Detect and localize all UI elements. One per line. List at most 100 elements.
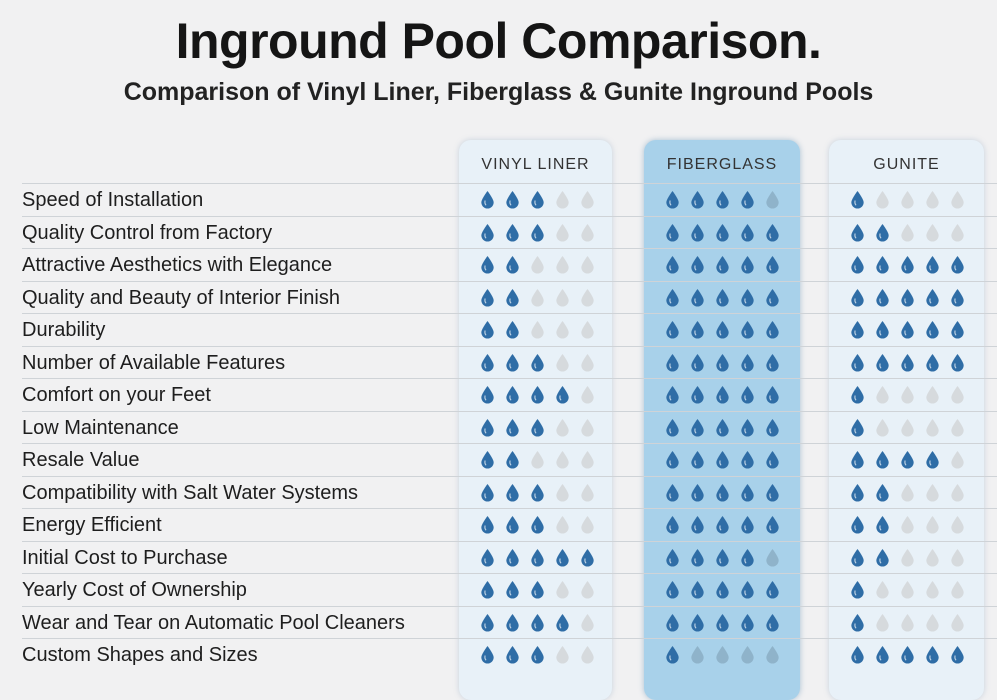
water-drop-filled-icon (895, 321, 920, 341)
water-drop-filled-icon (710, 353, 735, 374)
water-drop-filled-icon (525, 613, 550, 634)
table-row: Speed of Installation (22, 183, 997, 216)
water-drop-filled-icon (500, 483, 525, 504)
water-drop-empty-icon (760, 191, 785, 211)
water-drop-empty-icon (920, 223, 945, 244)
water-drop-filled-icon (475, 613, 500, 634)
water-drop-filled-icon (525, 386, 550, 406)
water-drop-filled-icon (845, 418, 870, 439)
row-label: Compatibility with Salt Water Systems (22, 481, 359, 504)
water-drop-filled-icon (500, 191, 525, 211)
water-drop-filled-icon (735, 353, 760, 374)
water-drop-filled-icon (550, 613, 575, 634)
row-label: Quality Control from Factory (22, 221, 273, 244)
water-drop-empty-icon (895, 516, 920, 536)
water-drop-empty-icon (550, 483, 575, 504)
water-drop-filled-icon (760, 288, 785, 309)
water-drop-filled-icon (870, 353, 895, 374)
water-drop-filled-icon (920, 256, 945, 276)
water-drop-empty-icon (550, 581, 575, 601)
water-drop-filled-icon (945, 321, 970, 341)
water-drop-empty-icon (920, 191, 945, 211)
water-drop-empty-icon (920, 613, 945, 634)
water-drop-filled-icon (735, 548, 760, 569)
water-drop-empty-icon (575, 353, 600, 374)
water-drop-empty-icon (575, 646, 600, 666)
water-drop-filled-icon (870, 483, 895, 504)
water-drop-filled-icon (760, 256, 785, 276)
rating-vinyl-liner (475, 418, 600, 439)
water-drop-empty-icon (920, 581, 945, 601)
rating-fiberglass (660, 288, 785, 309)
water-drop-filled-icon (845, 321, 870, 341)
water-drop-filled-icon (845, 451, 870, 471)
water-drop-empty-icon (895, 223, 920, 244)
water-drop-empty-icon (550, 353, 575, 374)
water-drop-filled-icon (845, 548, 870, 569)
water-drop-filled-icon (760, 353, 785, 374)
water-drop-filled-icon (575, 548, 600, 569)
rating-gunite (845, 548, 970, 569)
water-drop-filled-icon (845, 191, 870, 211)
water-drop-filled-icon (525, 483, 550, 504)
column-header-fiberglass: FIBERGLASS (666, 156, 778, 173)
water-drop-filled-icon (920, 288, 945, 309)
water-drop-empty-icon (575, 581, 600, 601)
water-drop-empty-icon (895, 191, 920, 211)
water-drop-filled-icon (475, 418, 500, 439)
row-label: Custom Shapes and Sizes (22, 644, 258, 666)
rating-gunite (845, 483, 970, 504)
water-drop-filled-icon (660, 483, 685, 504)
water-drop-filled-icon (685, 223, 710, 244)
rating-fiberglass (660, 353, 785, 374)
water-drop-filled-icon (845, 256, 870, 276)
water-drop-filled-icon (845, 581, 870, 601)
water-drop-filled-icon (760, 321, 785, 341)
rating-fiberglass (660, 613, 785, 634)
water-drop-filled-icon (475, 548, 500, 569)
water-drop-filled-icon (870, 223, 895, 244)
water-drop-empty-icon (920, 483, 945, 504)
rating-fiberglass (660, 321, 785, 341)
water-drop-empty-icon (525, 451, 550, 471)
water-drop-empty-icon (575, 223, 600, 244)
water-drop-filled-icon (500, 386, 525, 406)
rating-vinyl-liner (475, 646, 600, 666)
water-drop-empty-icon (525, 256, 550, 276)
water-drop-empty-icon (575, 418, 600, 439)
page-subtitle: Comparison of Vinyl Liner, Fiberglass & … (123, 78, 874, 106)
rating-gunite (845, 191, 970, 211)
water-drop-filled-icon (920, 646, 945, 666)
water-drop-empty-icon (735, 646, 760, 666)
water-drop-empty-icon (870, 613, 895, 634)
water-drop-filled-icon (760, 613, 785, 634)
rating-vinyl-liner (475, 223, 600, 244)
water-drop-filled-icon (735, 613, 760, 634)
table-row: Compatibility with Salt Water Systems (22, 475, 997, 509)
row-label: Number of Available Features (22, 351, 286, 374)
row-label: Initial Cost to Purchase (22, 546, 228, 569)
water-drop-filled-icon (945, 256, 970, 276)
water-drop-filled-icon (500, 451, 525, 471)
water-drop-empty-icon (550, 256, 575, 276)
water-drop-empty-icon (575, 321, 600, 341)
rating-fiberglass (660, 386, 785, 406)
rating-gunite (845, 613, 970, 634)
rating-vinyl-liner (475, 581, 600, 601)
water-drop-filled-icon (685, 288, 710, 309)
water-drop-filled-icon (685, 548, 710, 569)
water-drop-filled-icon (660, 353, 685, 374)
water-drop-filled-icon (685, 451, 710, 471)
water-drop-filled-icon (895, 353, 920, 374)
water-drop-filled-icon (845, 223, 870, 244)
water-drop-empty-icon (895, 581, 920, 601)
water-drop-filled-icon (660, 646, 685, 666)
rating-fiberglass (660, 418, 785, 439)
table-row: Yearly Cost of Ownership (22, 573, 997, 606)
rating-gunite (845, 223, 970, 244)
water-drop-filled-icon (500, 256, 525, 276)
rating-fiberglass (660, 223, 785, 244)
water-drop-filled-icon (760, 483, 785, 504)
water-drop-filled-icon (685, 418, 710, 439)
water-drop-empty-icon (945, 516, 970, 536)
